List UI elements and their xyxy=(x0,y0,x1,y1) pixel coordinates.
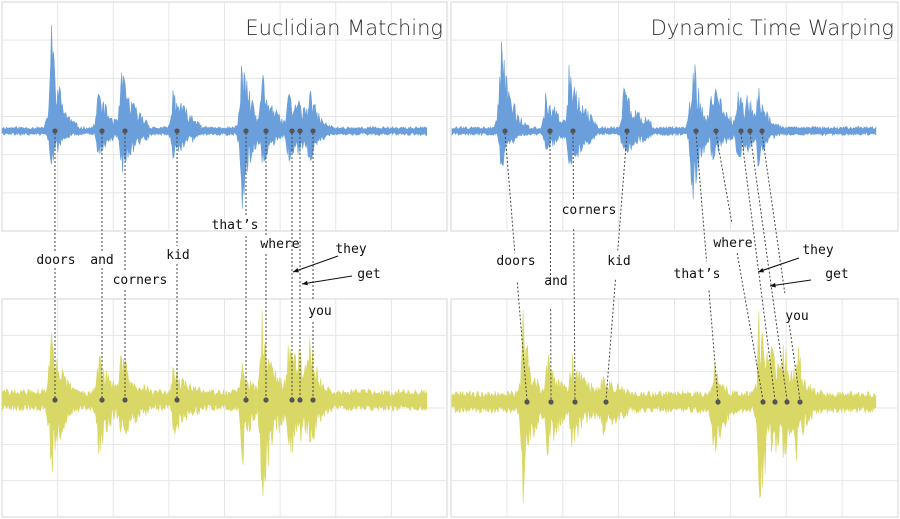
bottom-word-point xyxy=(715,399,721,405)
bottom-word-point xyxy=(310,397,316,403)
bottom-waveform xyxy=(451,310,877,503)
alignment-points xyxy=(502,128,803,405)
word-label: get xyxy=(825,267,848,282)
connector-line xyxy=(695,132,708,262)
label-pointer-arrow xyxy=(301,275,353,286)
label-pointer-arrow xyxy=(757,257,800,273)
word-label: kid xyxy=(166,248,189,263)
connector-line xyxy=(572,132,574,200)
top-word-point xyxy=(747,128,753,134)
bottom-word-point xyxy=(243,397,249,403)
word-label: and xyxy=(90,253,113,268)
word-label: corners xyxy=(113,273,168,288)
top-waveform xyxy=(1,24,428,209)
bottom-word-point xyxy=(548,399,554,405)
alignment-points xyxy=(52,128,316,403)
connector-line xyxy=(788,325,801,401)
top-waveform xyxy=(451,41,877,200)
top-waveform-grid xyxy=(450,1,899,232)
top-word-point xyxy=(243,128,249,134)
bottom-waveform xyxy=(1,310,428,496)
top-word-point xyxy=(547,128,553,134)
word-label: kid xyxy=(607,254,630,269)
top-word-point xyxy=(263,128,269,134)
word-label: corners xyxy=(562,203,617,218)
top-word-point xyxy=(693,128,699,134)
label-pointer-arrow xyxy=(292,255,339,273)
bottom-word-point xyxy=(99,397,105,403)
word-label: they xyxy=(802,243,833,258)
word-label: they xyxy=(335,242,366,257)
word-label: and xyxy=(544,274,567,289)
bottom-word-point xyxy=(603,399,609,405)
bottom-word-point xyxy=(122,397,128,403)
word-connectors xyxy=(504,132,812,401)
bottom-word-point xyxy=(572,399,578,405)
top-word-point xyxy=(624,128,630,134)
word-labels: doors and corners kid that’s where they get you xyxy=(496,203,848,324)
panel-title: Euclidian Matching xyxy=(245,16,443,40)
connector-line xyxy=(573,229,576,401)
word-label: you xyxy=(308,304,331,319)
bottom-word-point xyxy=(297,397,303,403)
connector-line xyxy=(549,132,552,283)
bottom-word-point xyxy=(524,399,530,405)
top-word-point xyxy=(759,128,765,134)
connector-line xyxy=(749,132,788,401)
connector-line xyxy=(715,132,733,224)
top-word-point xyxy=(738,128,744,134)
word-label: where xyxy=(260,237,299,252)
top-word-point xyxy=(174,128,180,134)
top-word-point xyxy=(502,128,508,134)
top-word-point xyxy=(297,128,303,134)
word-label: you xyxy=(785,309,808,324)
panel-background xyxy=(1,1,448,518)
top-word-point xyxy=(310,128,316,134)
dynamic-time-warping-panel: doors and corners kid that’s where they get you D… xyxy=(450,1,899,518)
panel-background xyxy=(450,1,899,518)
connector-line xyxy=(761,132,786,294)
top-word-point xyxy=(713,128,719,134)
connector-line xyxy=(740,132,776,401)
label-pointer-arrow xyxy=(769,279,812,288)
connector-line xyxy=(736,253,764,401)
panel-title: Dynamic Time Warping xyxy=(651,16,894,40)
connector-line xyxy=(504,132,516,254)
top-word-point xyxy=(570,128,576,134)
bottom-word-point xyxy=(760,399,766,405)
bottom-word-point xyxy=(772,399,778,405)
bottom-word-point xyxy=(784,399,790,405)
word-connectors xyxy=(54,133,353,398)
top-word-point xyxy=(52,128,58,134)
word-label: that’s xyxy=(674,267,721,282)
bottom-word-point xyxy=(52,397,58,403)
word-label: that’s xyxy=(212,218,259,233)
word-label: where xyxy=(713,236,752,251)
top-word-point xyxy=(289,128,295,134)
top-waveform-grid xyxy=(1,1,448,232)
bottom-word-point xyxy=(263,397,269,403)
bottom-word-point xyxy=(174,397,180,403)
connector-line xyxy=(605,279,616,401)
top-word-point xyxy=(122,128,128,134)
word-label: doors xyxy=(36,253,75,268)
word-label: doors xyxy=(496,254,535,269)
bottom-word-point xyxy=(289,397,295,403)
word-label: get xyxy=(357,267,380,282)
top-word-point xyxy=(99,128,105,134)
bottom-word-point xyxy=(797,399,803,405)
